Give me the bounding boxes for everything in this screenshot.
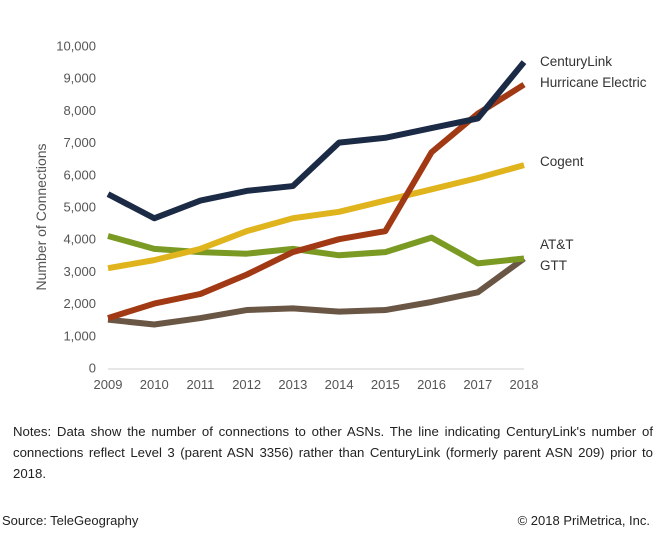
y-tick-label: 7,000: [63, 135, 96, 150]
x-tick-label: 2012: [232, 377, 261, 392]
y-tick-label: 0: [89, 361, 96, 376]
y-axis-label: Number of Connections: [33, 143, 49, 290]
x-tick-label: 2010: [140, 377, 169, 392]
chart-notes: Notes: Data show the number of connectio…: [13, 424, 653, 481]
y-tick-label: 10,000: [56, 39, 96, 54]
x-tick-label: 2018: [510, 377, 539, 392]
series-lines: [106, 60, 527, 328]
y-tick-label: 1,000: [63, 328, 96, 343]
y-tick-label: 6,000: [63, 167, 96, 182]
x-tick-label: 2016: [417, 377, 446, 392]
y-axis-ticks: 0 1,000 2,000 3,000 4,000 5,000 6,000 7,000 8,00…: [56, 39, 96, 376]
series-label: CenturyLink: [540, 54, 612, 69]
series-line: [107, 82, 526, 321]
y-tick-label: 9,000: [63, 71, 96, 86]
line-chart: 0 1,000 2,000 3,000 4,000 5,000 6,000 7,000 8,00…: [33, 39, 647, 393]
y-tick-label: 3,000: [63, 264, 96, 279]
series-label: GTT: [540, 258, 567, 273]
x-axis-ticks: 2009 2010 2011 2012 2013 2014 2015 2016 2017 2018: [94, 377, 539, 392]
y-tick-label: 2,000: [63, 296, 96, 311]
series-label: AT&T: [540, 237, 574, 252]
series-line: [107, 256, 526, 328]
copyright: © 2018 PriMetrica, Inc.: [517, 513, 650, 528]
x-tick-label: 2017: [463, 377, 492, 392]
x-tick-label: 2009: [94, 377, 123, 392]
y-tick-label: 4,000: [63, 232, 96, 247]
series-line: [107, 162, 525, 272]
source-credit: Source: TeleGeography: [2, 513, 139, 528]
series-line: [107, 233, 525, 267]
series-labels: CenturyLink Hurricane Electric Cogent AT&T G…: [540, 54, 647, 273]
series-label: Cogent: [540, 154, 584, 169]
x-tick-label: 2013: [278, 377, 307, 392]
x-tick-label: 2011: [186, 377, 214, 392]
series-line: [106, 60, 527, 222]
series-label: Hurricane Electric: [540, 75, 647, 90]
x-tick-label: 2015: [371, 377, 400, 392]
x-tick-label: 2014: [325, 377, 354, 392]
y-tick-label: 8,000: [63, 103, 96, 118]
y-tick-label: 5,000: [63, 200, 96, 215]
